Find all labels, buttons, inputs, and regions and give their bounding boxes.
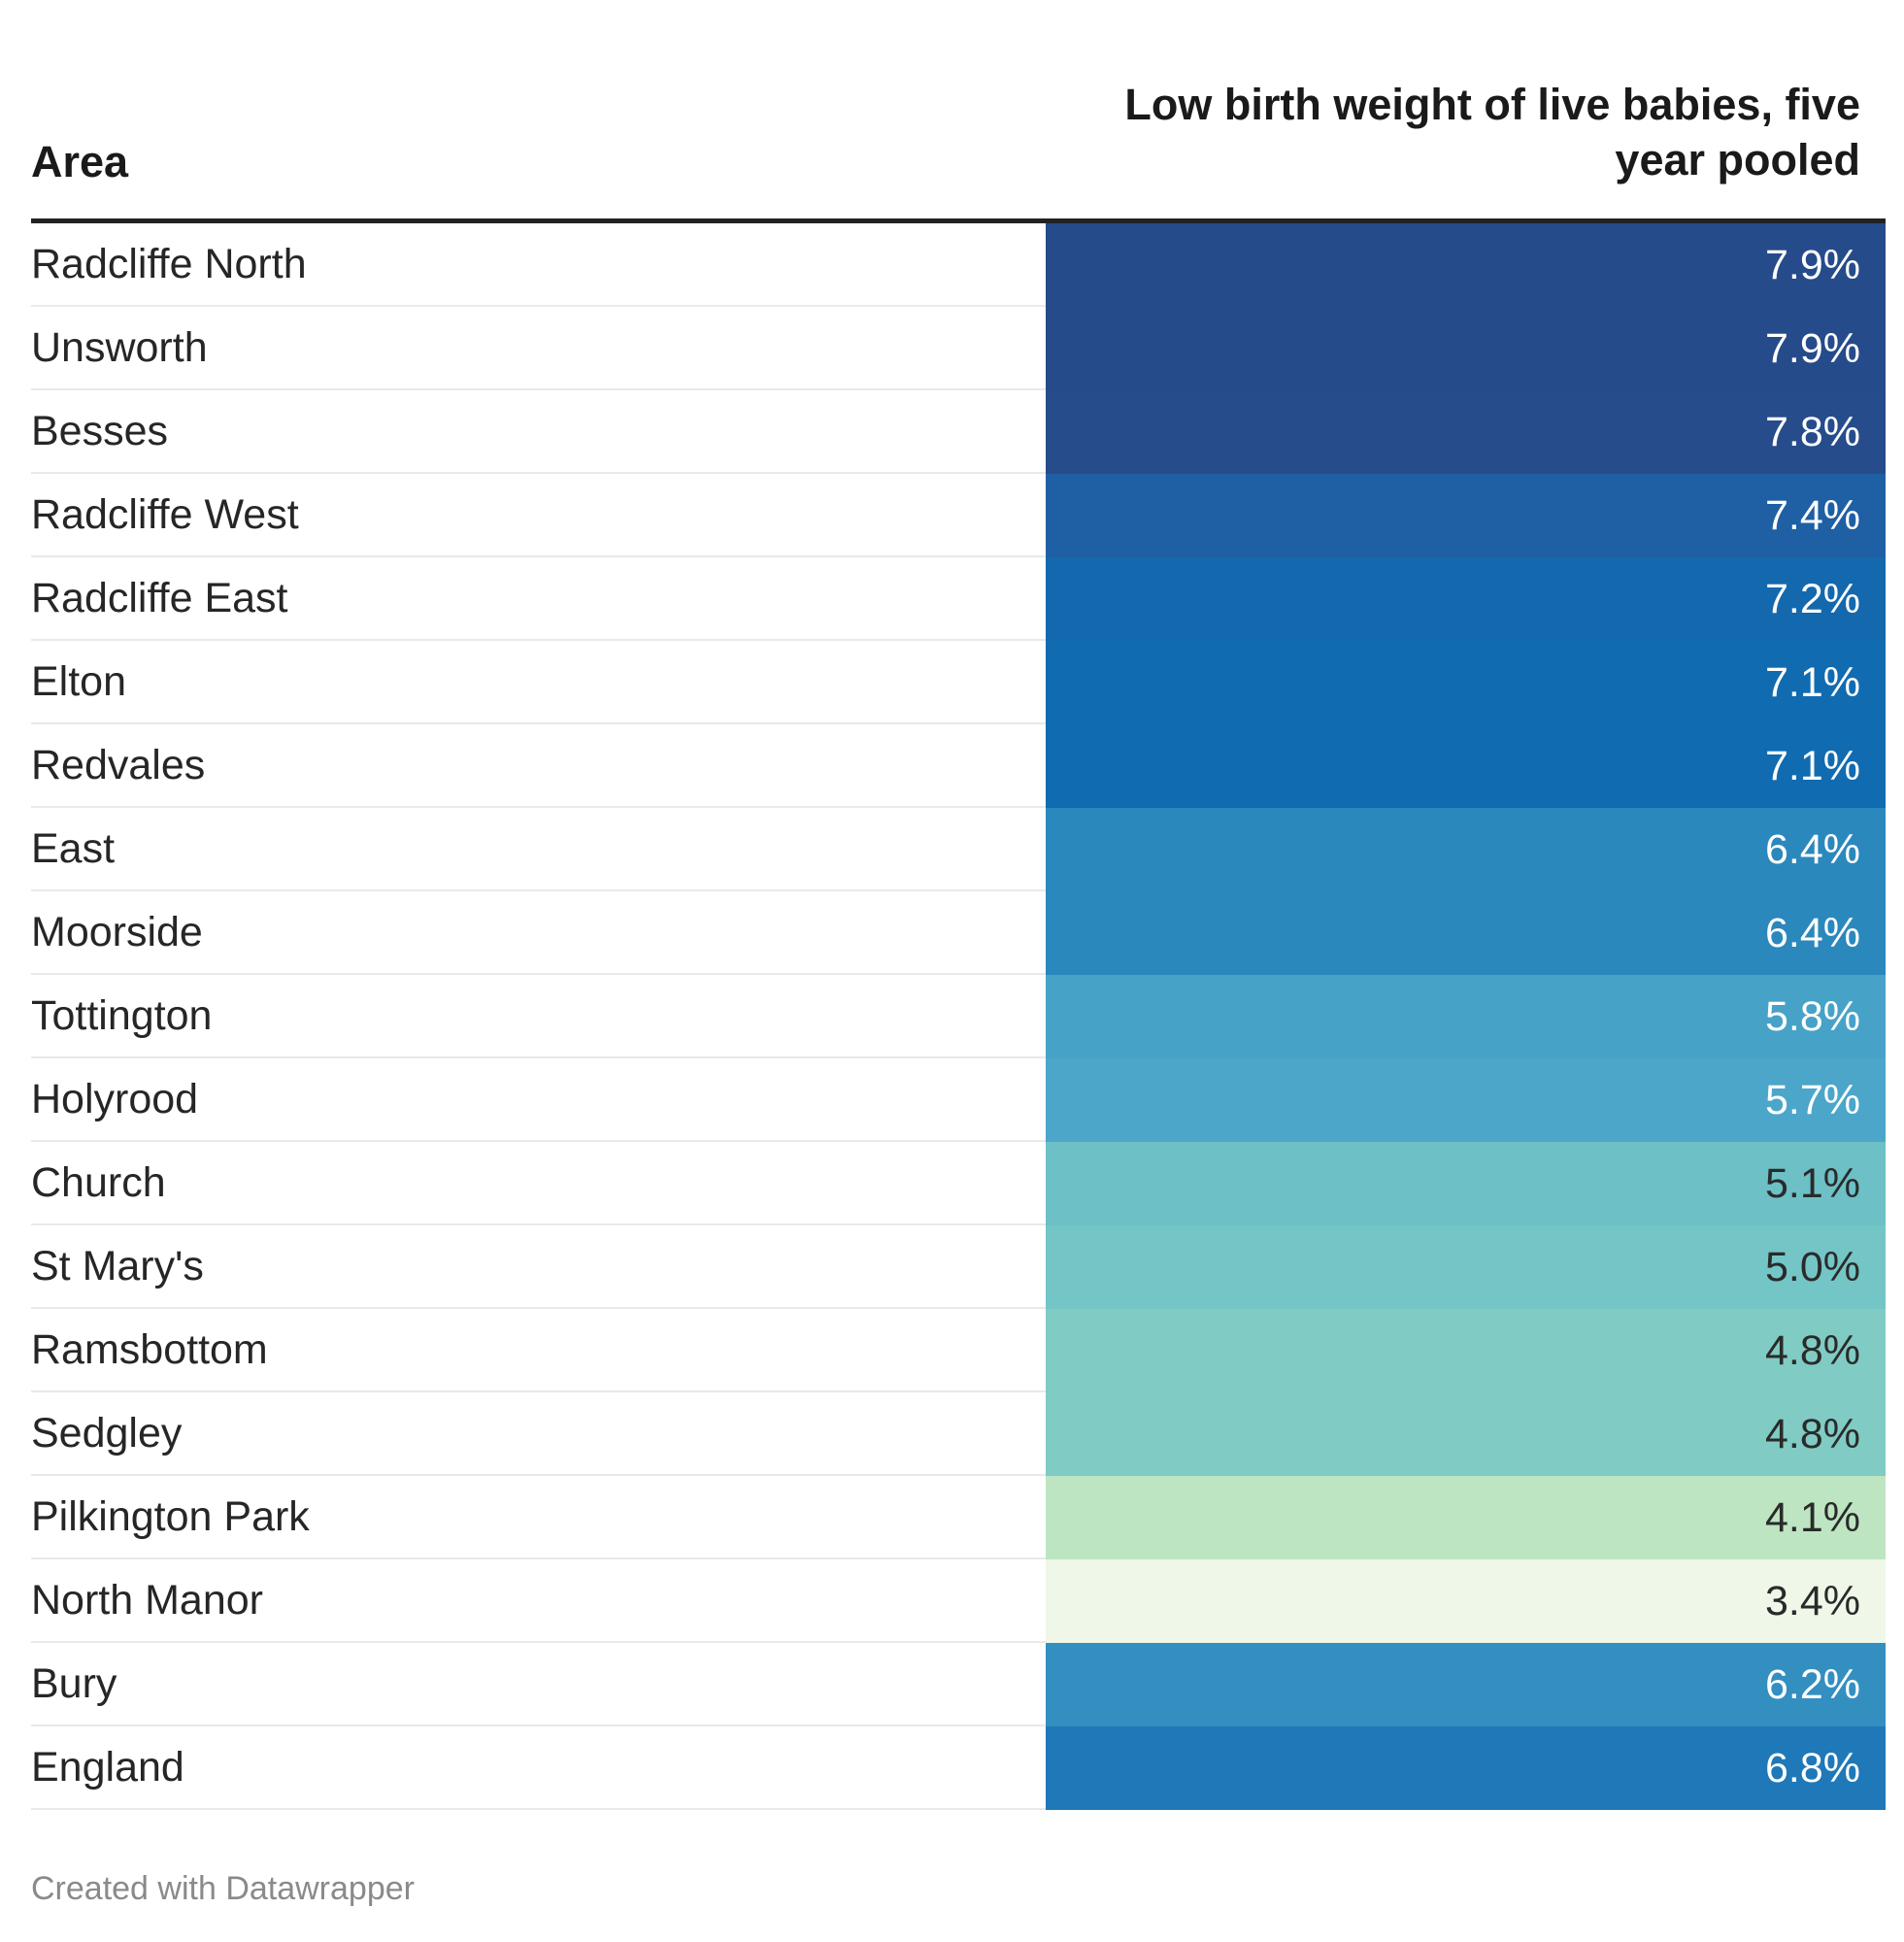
value-cell: 7.9% (1046, 307, 1886, 390)
table-row: Church 5.1% (31, 1142, 1886, 1225)
area-cell: East (31, 808, 1046, 891)
area-cell: Unsworth (31, 307, 1046, 390)
table-header: Area Low birth weight of live babies, fi… (31, 78, 1886, 223)
table-row: England 6.8% (31, 1726, 1886, 1810)
value-cell: 4.8% (1046, 1309, 1886, 1392)
table-row: East 6.4% (31, 808, 1886, 891)
value-cell: 5.7% (1046, 1058, 1886, 1142)
table-row: Radcliffe East 7.2% (31, 557, 1886, 641)
area-cell: Sedgley (31, 1392, 1046, 1476)
area-cell: Elton (31, 641, 1046, 724)
table-row: Redvales 7.1% (31, 724, 1886, 808)
heatmap-table: Area Low birth weight of live babies, fi… (31, 78, 1886, 1810)
area-cell: Bury (31, 1643, 1046, 1726)
value-cell: 7.2% (1046, 557, 1886, 641)
table-row: Unsworth 7.9% (31, 307, 1886, 390)
value-cell: 7.1% (1046, 724, 1886, 808)
area-cell: Besses (31, 390, 1046, 474)
table-row: St Mary's 5.0% (31, 1225, 1886, 1309)
value-cell: 4.1% (1046, 1476, 1886, 1559)
table-row: Moorside 6.4% (31, 891, 1886, 975)
table-row: Ramsbottom 4.8% (31, 1309, 1886, 1392)
value-cell: 6.8% (1046, 1726, 1886, 1810)
table-row: North Manor 3.4% (31, 1559, 1886, 1643)
area-cell: Pilkington Park (31, 1476, 1046, 1559)
value-cell: 3.4% (1046, 1559, 1886, 1643)
table-row: Radcliffe North 7.9% (31, 223, 1886, 307)
table-row: Pilkington Park 4.1% (31, 1476, 1886, 1559)
area-cell: St Mary's (31, 1225, 1046, 1309)
value-cell: 6.4% (1046, 808, 1886, 891)
area-column-header: Area (31, 137, 129, 186)
area-cell: Radcliffe West (31, 474, 1046, 557)
value-cell: 7.1% (1046, 641, 1886, 724)
value-cell: 6.4% (1046, 891, 1886, 975)
table-row: Tottington 5.8% (31, 975, 1886, 1058)
table-row: Sedgley 4.8% (31, 1392, 1886, 1476)
area-cell: North Manor (31, 1559, 1046, 1643)
value-column-header: Low birth weight of live babies, five ye… (1124, 80, 1860, 184)
area-cell: Holyrood (31, 1058, 1046, 1142)
value-cell: 5.1% (1046, 1142, 1886, 1225)
area-cell: England (31, 1726, 1046, 1810)
value-cell: 7.9% (1046, 223, 1886, 307)
value-cell: 6.2% (1046, 1643, 1886, 1726)
value-cell: 5.0% (1046, 1225, 1886, 1309)
value-cell: 7.8% (1046, 390, 1886, 474)
area-cell: Church (31, 1142, 1046, 1225)
value-cell: 5.8% (1046, 975, 1886, 1058)
value-cell: 7.4% (1046, 474, 1886, 557)
table-row: Elton 7.1% (31, 641, 1886, 724)
area-cell: Radcliffe East (31, 557, 1046, 641)
table-body: Radcliffe North 7.9% Unsworth 7.9% Besses 7.8… (31, 223, 1886, 1810)
datawrapper-credit: Created with Datawrapper (31, 1870, 415, 1907)
table-row: Bury 6.2% (31, 1643, 1886, 1726)
area-cell: Moorside (31, 891, 1046, 975)
area-cell: Redvales (31, 724, 1046, 808)
area-cell: Tottington (31, 975, 1046, 1058)
area-cell: Ramsbottom (31, 1309, 1046, 1392)
table-row: Holyrood 5.7% (31, 1058, 1886, 1142)
table-row: Radcliffe West 7.4% (31, 474, 1886, 557)
area-cell: Radcliffe North (31, 223, 1046, 307)
table-row: Besses 7.8% (31, 390, 1886, 474)
value-cell: 4.8% (1046, 1392, 1886, 1476)
